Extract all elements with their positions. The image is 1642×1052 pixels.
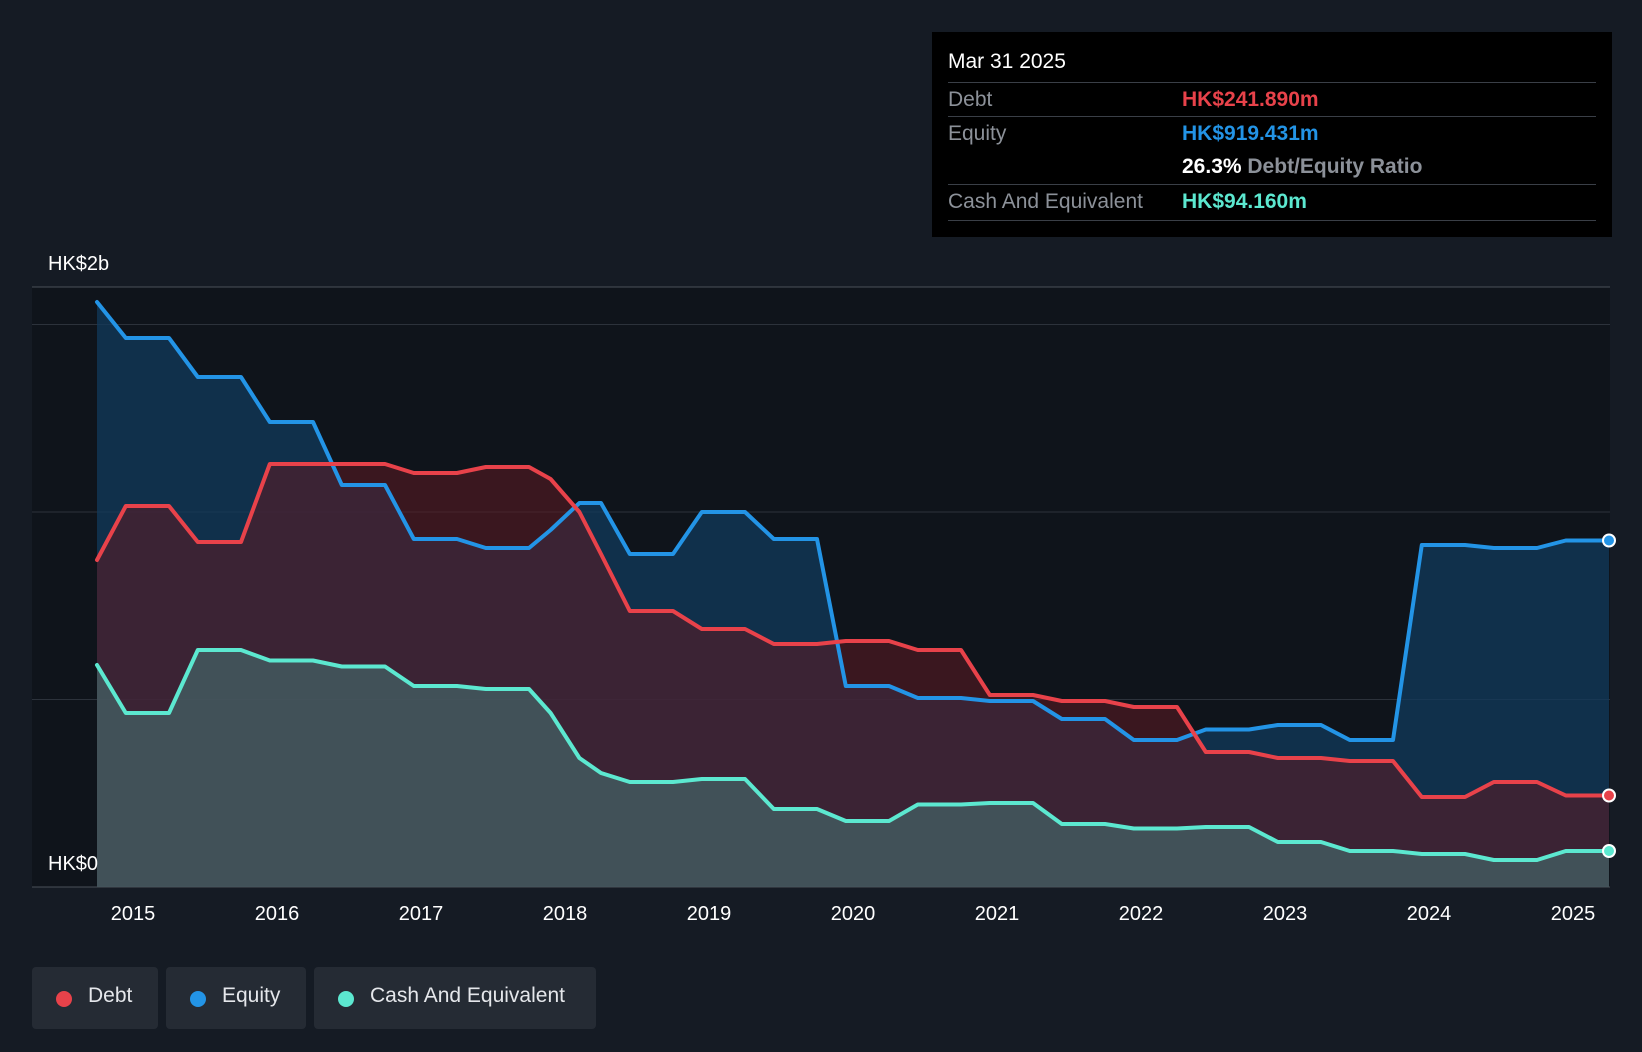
tooltip-ratio-value: 26.3% <box>1182 155 1242 178</box>
legend-item-cash[interactable]: Cash And Equivalent <box>314 967 596 1029</box>
tooltip-debt-label: Debt <box>948 88 993 111</box>
equity-end-point <box>1602 533 1616 548</box>
tooltip-panel: Mar 31 2025 Debt HK$241.890m Equity HK$9… <box>932 32 1612 237</box>
tooltip-equity-value: HK$919.431m <box>1182 122 1319 145</box>
legend-item-debt[interactable]: Debt <box>32 967 158 1029</box>
tooltip-debt-value: HK$241.890m <box>1182 88 1319 111</box>
x-tick-label: 2017 <box>399 903 444 925</box>
tooltip-date: Mar 31 2025 <box>948 50 1066 73</box>
x-tick-label: 2022 <box>1119 903 1164 925</box>
tooltip-cash-value: HK$94.160m <box>1182 190 1307 213</box>
cash-and-equivalent-line <box>95 648 1611 862</box>
tooltip-divider <box>948 220 1596 221</box>
y-tick-label: HK$0 <box>48 853 98 875</box>
equity-dot-icon <box>190 991 206 1007</box>
tooltip-ratio-row: 26.3% Debt/Equity Ratio <box>948 150 1596 184</box>
legend-cash-label: Cash And Equivalent <box>370 984 565 1007</box>
tooltip-ratio-label: Debt/Equity Ratio <box>1247 155 1423 178</box>
equity-line <box>95 300 1611 742</box>
x-tick-label: 2024 <box>1407 903 1452 925</box>
tooltip-ratio: 26.3% Debt/Equity Ratio <box>1182 155 1422 179</box>
tooltip-equity-row: Equity HK$919.431m <box>948 116 1596 151</box>
x-tick-label: 2019 <box>687 903 732 925</box>
x-tick-label: 2025 <box>1551 903 1596 925</box>
legend-item-equity[interactable]: Equity <box>166 967 306 1029</box>
cash-and-equivalent-end-point <box>1602 844 1616 858</box>
debt-dot-icon <box>56 991 72 1007</box>
debt-end-point <box>1602 788 1616 803</box>
tooltip-equity-label: Equity <box>948 122 1007 145</box>
x-tick-label: 2016 <box>255 903 300 925</box>
x-tick-label: 2015 <box>111 903 156 925</box>
debt-area <box>97 464 1609 887</box>
tooltip-cash-label: Cash And Equivalent <box>948 190 1143 213</box>
x-tick-label: 2018 <box>543 903 588 925</box>
legend-equity-label: Equity <box>222 984 281 1007</box>
tooltip-debt-row: Debt HK$241.890m <box>948 82 1596 117</box>
x-tick-label: 2023 <box>1263 903 1308 925</box>
cash-dot-icon <box>338 991 354 1007</box>
x-tick-label: 2021 <box>975 903 1020 925</box>
x-tick-label: 2020 <box>831 903 876 925</box>
legend-debt-label: Debt <box>88 984 133 1007</box>
y-tick-label: HK$2b <box>48 253 109 275</box>
debt-line <box>95 462 1611 799</box>
tooltip-cash-row: Cash And Equivalent HK$94.160m <box>948 184 1596 219</box>
